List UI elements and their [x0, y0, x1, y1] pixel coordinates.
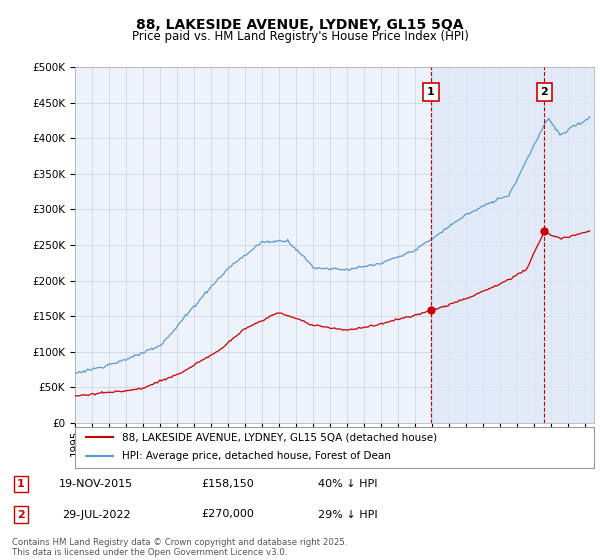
- Text: 2: 2: [541, 87, 548, 97]
- Text: 29-JUL-2022: 29-JUL-2022: [62, 510, 130, 520]
- Text: 88, LAKESIDE AVENUE, LYDNEY, GL15 5QA (detached house): 88, LAKESIDE AVENUE, LYDNEY, GL15 5QA (d…: [122, 432, 437, 442]
- Text: 1: 1: [17, 479, 25, 489]
- Text: 1: 1: [427, 87, 435, 97]
- Bar: [431, 67, 594, 423]
- Text: Contains HM Land Registry data © Crown copyright and database right 2025.
This d: Contains HM Land Registry data © Crown c…: [12, 538, 347, 557]
- Text: £270,000: £270,000: [202, 510, 254, 520]
- Text: HPI: Average price, detached house, Forest of Dean: HPI: Average price, detached house, Fore…: [122, 451, 391, 461]
- Text: Price paid vs. HM Land Registry's House Price Index (HPI): Price paid vs. HM Land Registry's House …: [131, 30, 469, 43]
- Text: £158,150: £158,150: [202, 479, 254, 489]
- Text: 2: 2: [17, 510, 25, 520]
- Text: 29% ↓ HPI: 29% ↓ HPI: [318, 510, 378, 520]
- Text: 40% ↓ HPI: 40% ↓ HPI: [318, 479, 378, 489]
- Text: 88, LAKESIDE AVENUE, LYDNEY, GL15 5QA: 88, LAKESIDE AVENUE, LYDNEY, GL15 5QA: [136, 18, 464, 32]
- Text: 19-NOV-2015: 19-NOV-2015: [59, 479, 133, 489]
